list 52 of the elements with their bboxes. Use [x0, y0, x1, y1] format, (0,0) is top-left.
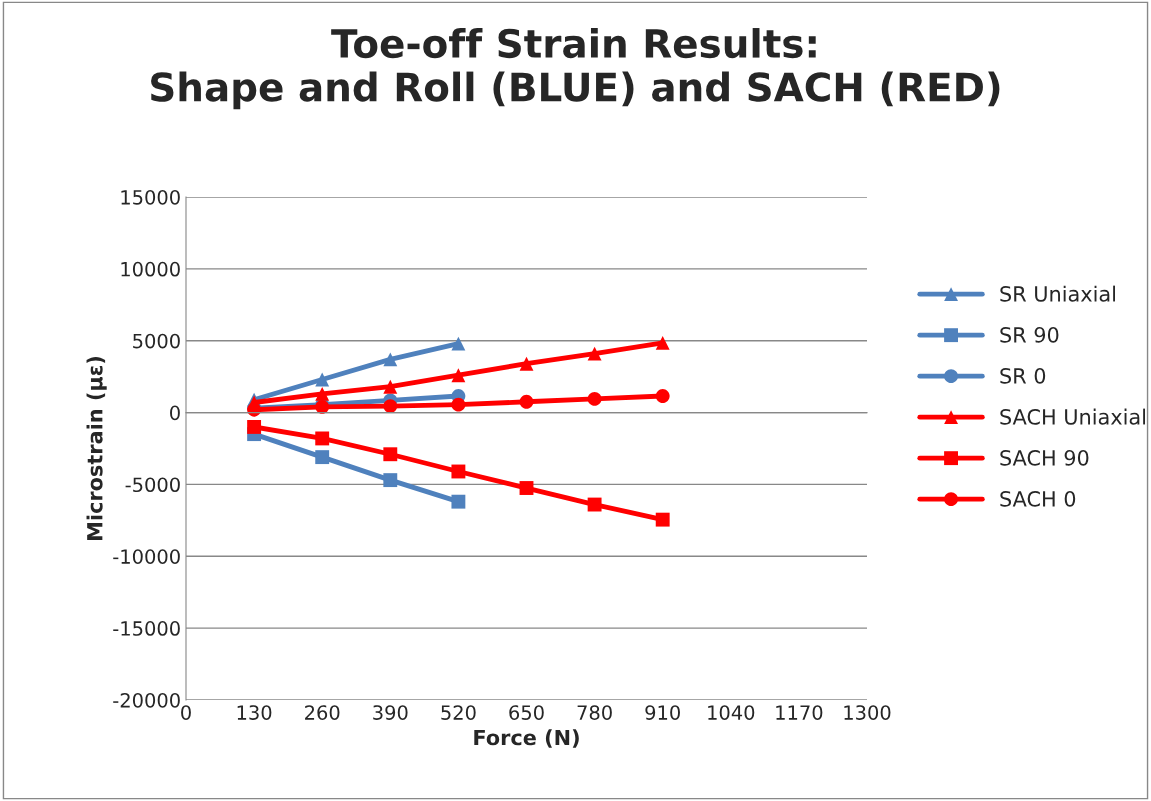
point	[383, 352, 398, 367]
legend-label: SACH Uniaxial	[1000, 408, 1146, 425]
x-tick-label: 1300	[844, 705, 891, 720]
point	[587, 346, 602, 361]
x-tick-label: 390	[373, 705, 408, 720]
legend-label: SR Uniaxial	[1000, 285, 1116, 302]
point	[383, 399, 398, 414]
legend-label: SR 0	[1000, 367, 1046, 384]
x-tick-label: 1040	[708, 705, 755, 720]
y-tick-label: -20000	[113, 692, 180, 708]
legend-label: SR 90	[1000, 326, 1059, 343]
point	[315, 386, 330, 401]
y-tick-label: -10000	[113, 549, 180, 564]
x-tick-label: 650	[509, 705, 544, 720]
x-tick-label: 0	[181, 705, 191, 720]
y-tick-label: 15000	[121, 189, 180, 205]
x-tick-label: 130	[237, 705, 272, 720]
point	[655, 512, 670, 527]
point	[315, 372, 330, 387]
y-tick-label: -5000	[125, 477, 180, 493]
y-tick-label: 0	[170, 405, 180, 421]
point	[451, 368, 466, 383]
point	[519, 394, 534, 409]
x-axis-title: Force (N)	[474, 729, 579, 748]
x-tick-label: 260	[305, 705, 340, 720]
y-tick-label: 5000	[133, 333, 180, 349]
y-axis-title: Microstrain (με)	[86, 356, 107, 540]
y-tick-label: 10000	[121, 261, 180, 277]
point	[655, 335, 670, 350]
point	[519, 356, 534, 371]
point	[247, 420, 262, 434]
point	[383, 447, 398, 462]
x-tick-label: 1170	[776, 705, 823, 720]
legend-label: SACH 0	[1000, 490, 1076, 507]
point	[587, 497, 602, 512]
x-tick-label: 910	[645, 705, 680, 720]
point	[655, 389, 670, 403]
point	[383, 379, 398, 394]
point	[451, 494, 466, 509]
point	[315, 450, 330, 465]
point	[451, 336, 466, 351]
point	[451, 397, 466, 412]
point	[315, 431, 330, 446]
point	[451, 464, 466, 479]
point	[587, 391, 602, 406]
x-tick-label: 520	[441, 705, 476, 720]
chart-title: Toe-off Strain Results: Shape and Roll (BLUE) and SACH (RED)	[151, 28, 1000, 110]
y-tick-label: -15000	[113, 621, 180, 636]
point	[519, 481, 534, 495]
legend-label: SACH 90	[1000, 449, 1089, 466]
x-tick-label: 780	[577, 705, 612, 720]
point	[383, 473, 398, 488]
